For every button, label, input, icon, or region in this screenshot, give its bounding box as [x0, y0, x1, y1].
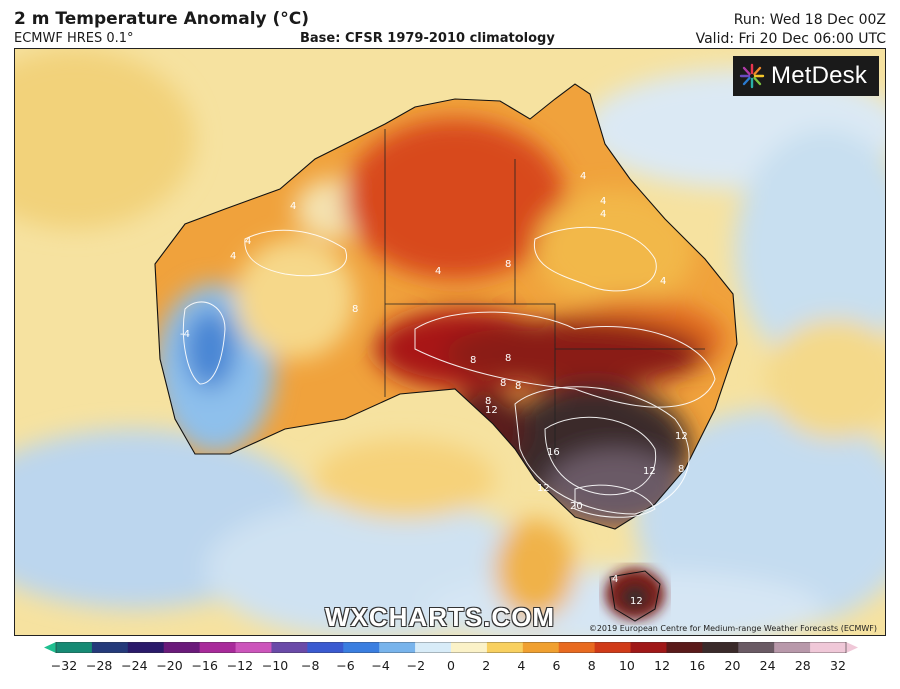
colorbar-segment — [486, 642, 524, 653]
colorbar-tick-label: −32 — [50, 658, 78, 673]
colorbar-segment — [56, 642, 93, 653]
metdesk-burst-icon — [739, 63, 765, 89]
colorbar — [44, 642, 858, 653]
wxcharts-watermark: WXCHARTS.COM — [325, 602, 556, 632]
contour-label: 12 — [537, 483, 550, 494]
metdesk-logo-text: MetDesk — [771, 62, 868, 89]
colorbar-tick-label: 12 — [654, 658, 671, 673]
contour-label: 12 — [675, 431, 688, 442]
colorbar-tick-label: −12 — [226, 658, 254, 673]
colorbar-segment — [307, 642, 344, 653]
colorbar-tick-label: 32 — [830, 658, 846, 673]
colorbar-segment — [666, 642, 703, 653]
contour-label: 4 — [290, 201, 296, 212]
state-borders — [384, 129, 705, 459]
tasmania-coastline — [609, 570, 661, 622]
colorbar-segment — [630, 642, 668, 653]
contour-label: 8 — [352, 304, 358, 315]
map-canvas: 4 4 4 4 4 4 4 4 8 8 8 8 8 8 8 8 12 12 12… — [15, 49, 885, 635]
contour-label: 8 — [505, 259, 511, 270]
contour-label: 12 — [643, 466, 656, 477]
colorbar-segment — [810, 642, 847, 653]
contour-label: 8 — [505, 353, 511, 364]
contour-label: 4 — [245, 236, 251, 247]
contour-label: 12 — [630, 596, 643, 607]
colorbar-segment — [594, 642, 632, 653]
colorbar-segment — [163, 642, 201, 653]
colorbar-tick-label: 28 — [794, 658, 811, 673]
contour-label: 4 — [660, 276, 666, 287]
contour-label: 16 — [547, 447, 560, 458]
contour-label: 4 — [600, 196, 606, 207]
colorbar-segment — [271, 642, 308, 653]
colorbar-tick-label: 16 — [689, 658, 706, 673]
colorbar-ticks: −32 −28 −24 −20 −16 −12 −10 −8 −6 −4 −2 0 2 4 6 8 10 12 16… — [0, 658, 900, 678]
colorbar-arrow-max — [846, 642, 858, 653]
contour-label: 4 — [230, 251, 236, 262]
colorbar-tick-label: −2 — [406, 658, 426, 673]
colorbar-tick-label: 24 — [759, 658, 776, 673]
contour-label: 4 — [435, 266, 441, 277]
contour-label: 8 — [500, 378, 506, 389]
contour-label: 12 — [485, 405, 498, 416]
contour-label: 8 — [678, 464, 684, 475]
colorbar-tick-label: −8 — [301, 658, 320, 673]
colorbar-tick-label: −28 — [85, 658, 113, 673]
chart-header: 2 m Temperature Anomaly (°C) ECMWF HRES … — [0, 0, 900, 48]
contour-lines — [182, 226, 716, 518]
colorbar-tick-label: −4 — [371, 658, 390, 673]
colorbar-tick-label: 10 — [618, 658, 635, 673]
colorbar-segment — [702, 642, 739, 653]
colorbar-segment — [199, 642, 237, 653]
contour-label: 20 — [570, 501, 583, 512]
base-climatology-label: Base: CFSR 1979-2010 climatology — [300, 31, 555, 46]
colorbar-segment — [451, 642, 488, 653]
colorbar-segment — [343, 642, 380, 653]
colorbar-tick-label: −16 — [191, 658, 218, 673]
colorbar-segment — [127, 642, 165, 653]
metdesk-logo: MetDesk — [733, 56, 879, 96]
chart-title: 2 m Temperature Anomaly (°C) — [14, 9, 310, 29]
colorbar-segment — [91, 642, 129, 653]
colorbar-segment — [415, 642, 452, 653]
colorbar-tick-label: 0 — [447, 658, 455, 673]
contour-label: 8 — [470, 355, 476, 366]
run-time-label: Run: Wed 18 Dec 00Z — [733, 12, 886, 28]
contour-label: 4 — [612, 574, 618, 585]
colorbar-segment — [235, 642, 273, 653]
colorbar-tick-label: 20 — [724, 658, 741, 673]
australia-coastline — [154, 83, 738, 530]
colorbar-tick-label: −24 — [121, 658, 148, 673]
colorbar-segment — [774, 642, 811, 653]
colorbar-tick-label: 6 — [552, 658, 561, 673]
ecmwf-copyright: ©2019 European Centre for Medium-range W… — [588, 624, 877, 633]
colorbar-tick-label: 2 — [482, 658, 491, 673]
contour-label: 8 — [515, 381, 521, 392]
valid-time-label: Valid: Fri 20 Dec 06:00 UTC — [695, 31, 886, 47]
colorbar-tick-label: −20 — [156, 658, 183, 673]
colorbar-arrow-min — [44, 642, 56, 653]
colorbar-tick-label: −10 — [261, 658, 289, 673]
contour-label: 4 — [600, 209, 606, 220]
colorbar-segment — [522, 642, 560, 653]
colorbar-tick-label: 8 — [587, 658, 596, 673]
colorbar-border — [55, 642, 847, 653]
colorbar-segment — [379, 642, 416, 653]
colorbar-segment — [738, 642, 775, 653]
anomaly-map: 4 4 4 4 4 4 4 4 8 8 8 8 8 8 8 8 12 12 12… — [14, 48, 886, 636]
contour-label: 4 — [580, 171, 586, 182]
colorbar-legend: −32 −28 −24 −20 −16 −12 −10 −8 −6 −4 −2 0 2 4 6 8 10 12 16… — [0, 638, 900, 689]
colorbar-tick-label: 4 — [517, 658, 526, 673]
contour-label: 8 — [485, 396, 491, 407]
colorbar-segment — [558, 642, 596, 653]
model-label: ECMWF HRES 0.1° — [14, 31, 134, 46]
contour-label-group: 4 4 4 4 4 4 4 4 8 8 8 8 8 8 8 8 12 12 12… — [180, 171, 688, 607]
colorbar-tick-label: −6 — [336, 658, 355, 673]
contour-label: -4 — [180, 329, 190, 340]
